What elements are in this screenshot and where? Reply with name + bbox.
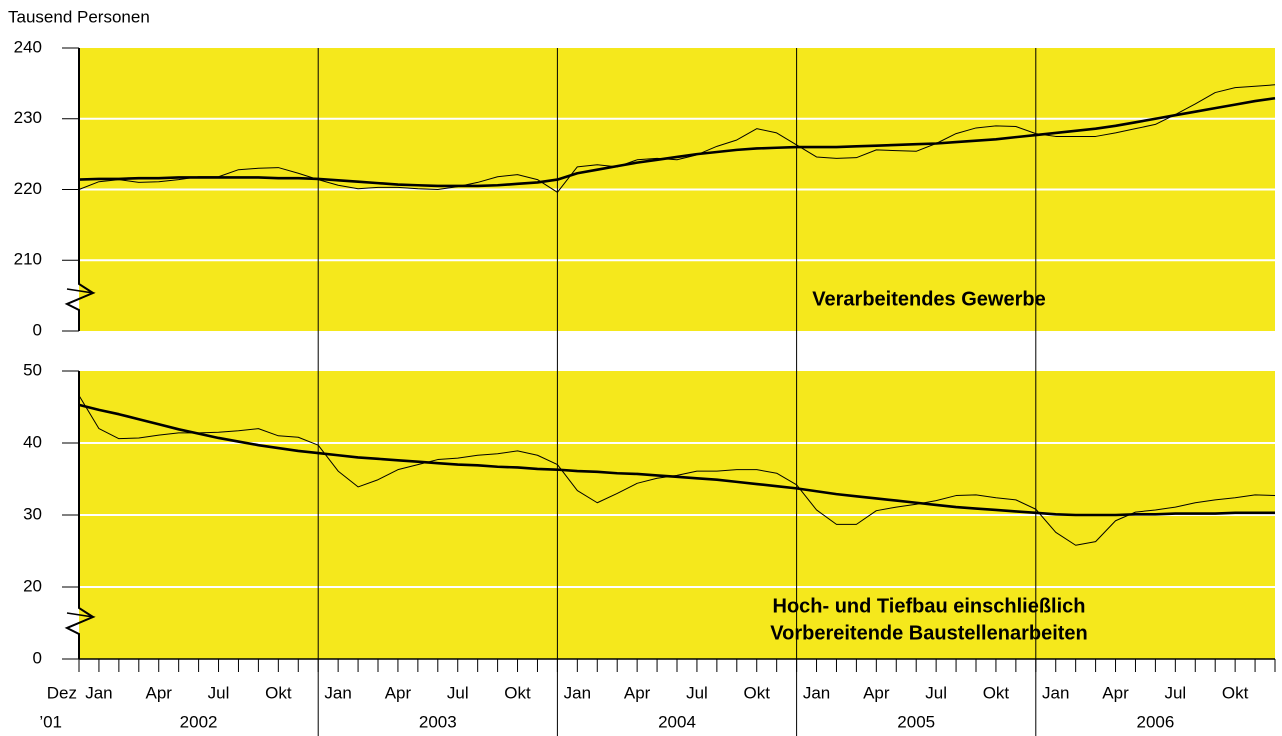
y-tick-label: 0 [33, 648, 42, 667]
x-tick-label: Okt [265, 683, 292, 702]
x-tick-label: Dez [47, 683, 77, 702]
year-label: ’01 [39, 712, 62, 731]
data-line [78, 395, 1276, 546]
x-tick-label: Jan [803, 683, 830, 702]
panel-annotation: Hoch- und Tiefbau einschließlich [773, 595, 1086, 617]
panel-annotation: Verarbeitendes Gewerbe [812, 288, 1045, 310]
y-tick-label: 40 [23, 432, 42, 451]
x-tick-label: Jul [925, 683, 947, 702]
x-tick-label: Jan [564, 683, 591, 702]
x-tick-label: Apr [863, 683, 890, 702]
x-tick-label: Okt [744, 683, 771, 702]
axis-break [66, 288, 96, 305]
x-tick-label: Okt [504, 683, 531, 702]
x-tick-label: Jul [686, 683, 708, 702]
x-tick-label: Apr [1102, 683, 1129, 702]
x-tick-label: Jul [447, 683, 469, 702]
panel-annotation: Vorbereitende Baustellenarbeiten [770, 622, 1088, 644]
y-tick-label: 20 [23, 576, 42, 595]
y-tick-label: 50 [23, 360, 42, 379]
x-tick-label: Apr [385, 683, 412, 702]
year-label: 2004 [658, 712, 696, 731]
y-axis-label: Tausend Personen [8, 7, 150, 26]
year-label: 2006 [1136, 712, 1174, 731]
x-tick-label: Jul [1164, 683, 1186, 702]
x-tick-label: Jul [208, 683, 230, 702]
y-tick-label: 30 [23, 504, 42, 523]
x-tick-label: Jan [1042, 683, 1069, 702]
x-tick-label: Apr [145, 683, 172, 702]
data-line [78, 403, 1275, 517]
x-tick-label: Okt [983, 683, 1010, 702]
year-label: 2003 [419, 712, 457, 731]
data-line [78, 96, 1276, 188]
x-tick-label: Okt [1222, 683, 1249, 702]
y-tick-label: 230 [14, 108, 42, 127]
y-tick-label: 220 [14, 179, 42, 198]
x-tick-label: Jan [324, 683, 351, 702]
year-label: 2002 [180, 712, 218, 731]
data-line [78, 84, 1276, 193]
x-tick-label: Jan [85, 683, 112, 702]
axis-break [66, 612, 96, 629]
y-tick-label: 0 [33, 320, 42, 339]
year-label: 2005 [897, 712, 935, 731]
x-tick-label: Apr [624, 683, 651, 702]
y-tick-label: 240 [14, 37, 42, 56]
y-tick-label: 210 [14, 250, 42, 269]
